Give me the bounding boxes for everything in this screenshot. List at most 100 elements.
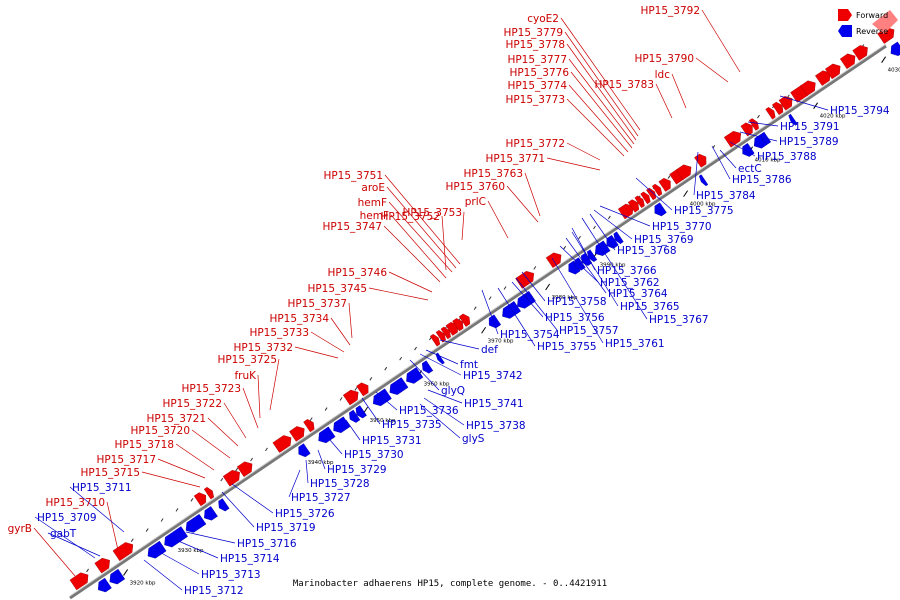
reverse-gene-label: HP15_3716 <box>237 538 297 550</box>
label-leader <box>571 227 596 271</box>
scale-label: 3960 kbp <box>424 382 450 388</box>
reverse-gene-arrow <box>742 143 755 157</box>
label-leader <box>317 449 326 470</box>
forward-gene-arrow <box>342 389 359 406</box>
label-leader <box>375 391 398 411</box>
forward-gene-arrow <box>222 469 240 487</box>
forward-gene-arrow <box>458 313 471 327</box>
reverse-gene-arrow <box>355 405 367 419</box>
label-leader <box>155 549 200 575</box>
label-leader <box>551 257 604 344</box>
label-leader <box>383 225 441 283</box>
reverse-gene-arrow <box>698 174 709 187</box>
forward-gene-arrow <box>627 199 640 213</box>
label-leader <box>361 397 381 425</box>
forward-gene-arrow <box>658 177 671 192</box>
forward-gene-arrow <box>646 187 657 201</box>
reverse-gene-label: HP15_3762 <box>600 277 660 289</box>
reverse-gene-arrow <box>204 506 218 521</box>
label-leader <box>779 95 829 111</box>
label-leader <box>345 419 361 441</box>
scale-label: 3930 kbp <box>178 548 204 554</box>
forward-gene-arrow <box>303 419 315 433</box>
forward-gene-arrow <box>515 270 535 289</box>
forward-gene-arrow <box>236 461 253 477</box>
label-leader <box>655 83 673 119</box>
label-leader <box>566 142 601 161</box>
label-leader <box>506 185 539 223</box>
reverse-gene-label: HP15_3755 <box>537 341 597 353</box>
label-leader <box>388 201 453 273</box>
label-leader <box>409 359 440 391</box>
label-leader <box>294 346 339 359</box>
label-leader <box>511 281 544 318</box>
reverse-gene-arrow <box>890 41 900 57</box>
minor-tick <box>354 387 358 391</box>
label-leader <box>106 501 119 551</box>
label-leader <box>175 539 219 559</box>
forward-gene-label: aroE <box>361 182 385 194</box>
forward-gene-arrow <box>112 542 134 562</box>
forward-gene-label: HP15_3717 <box>96 454 156 466</box>
label-leader <box>701 9 741 73</box>
forward-gene-arrow <box>272 435 292 453</box>
label-leader <box>565 237 607 294</box>
label-leader <box>599 205 651 227</box>
minor-tick <box>563 245 567 250</box>
minor-tick <box>160 518 164 522</box>
forward-gene-label: HP15_3723 <box>181 383 241 395</box>
reverse-gene-label: HP15_3741 <box>464 398 524 410</box>
forward-gene-label: HP15_3779 <box>503 27 563 39</box>
label-leader <box>223 402 247 439</box>
reverse-gene-arrow <box>389 377 409 395</box>
label-leader <box>221 491 255 528</box>
legend-forward-label: Forward <box>856 11 888 20</box>
reverse-gene-arrow <box>318 426 336 444</box>
label-leader <box>481 289 499 335</box>
forward-gene-arrow <box>765 107 776 120</box>
label-leader <box>564 31 639 137</box>
label-leader <box>310 331 345 353</box>
label-leader <box>257 374 261 419</box>
forward-gene-arrow <box>640 191 651 205</box>
label-leader <box>390 214 447 279</box>
forward-gene-arrow <box>825 63 841 80</box>
label-leader <box>571 231 619 307</box>
label-leader <box>384 174 461 265</box>
forward-gene-arrow <box>440 326 451 340</box>
label-leader <box>729 141 756 157</box>
forward-gene-arrow <box>772 101 784 116</box>
forward-gene-label: HP15_3776 <box>509 67 569 79</box>
reverse-gene-label: HP15_3769 <box>634 234 694 246</box>
end-gene-arrow <box>872 10 898 34</box>
reverse-gene-label: HP15_3730 <box>344 449 404 461</box>
forward-gene-label: HP15_3721 <box>146 413 206 425</box>
minor-tick <box>235 467 239 472</box>
label-leader <box>568 84 629 153</box>
reverse-gene-label: HP15_3757 <box>559 325 619 337</box>
forward-gene-arrow <box>852 45 868 61</box>
forward-gene-label: HP15_3718 <box>114 439 174 451</box>
reverse-gene-label: HP15_3791 <box>780 121 840 133</box>
forward-gene-label: HP15_3763 <box>463 168 523 180</box>
minor-tick <box>399 356 403 361</box>
forward-gene-label: HP15_3725 <box>217 354 277 366</box>
minor-tick <box>190 498 194 502</box>
minor-tick <box>220 477 224 482</box>
reverse-gene-label: glyQ <box>441 385 465 397</box>
forward-gene-label: HP15_3773 <box>505 94 565 106</box>
reverse-gene-label: HP15_3770 <box>652 221 712 233</box>
reverse-gene-label: HP15_3742 <box>463 370 523 382</box>
forward-gene-label: HP15_3737 <box>287 298 347 310</box>
reverse-gene-label: HP15_3729 <box>327 464 387 476</box>
reverse-gene-label: HP15_3728 <box>310 478 370 490</box>
forward-gene-label: HP15_3790 <box>634 53 694 65</box>
label-leader <box>368 287 429 301</box>
reverse-gene-label: HP15_3756 <box>545 312 605 324</box>
forward-gene-arrow <box>193 492 207 507</box>
forward-gene-arrow <box>69 572 89 591</box>
forward-gene-arrow <box>815 70 831 86</box>
forward-gene-arrow <box>429 333 441 347</box>
reverse-gene-label: HP15_3765 <box>620 301 680 313</box>
